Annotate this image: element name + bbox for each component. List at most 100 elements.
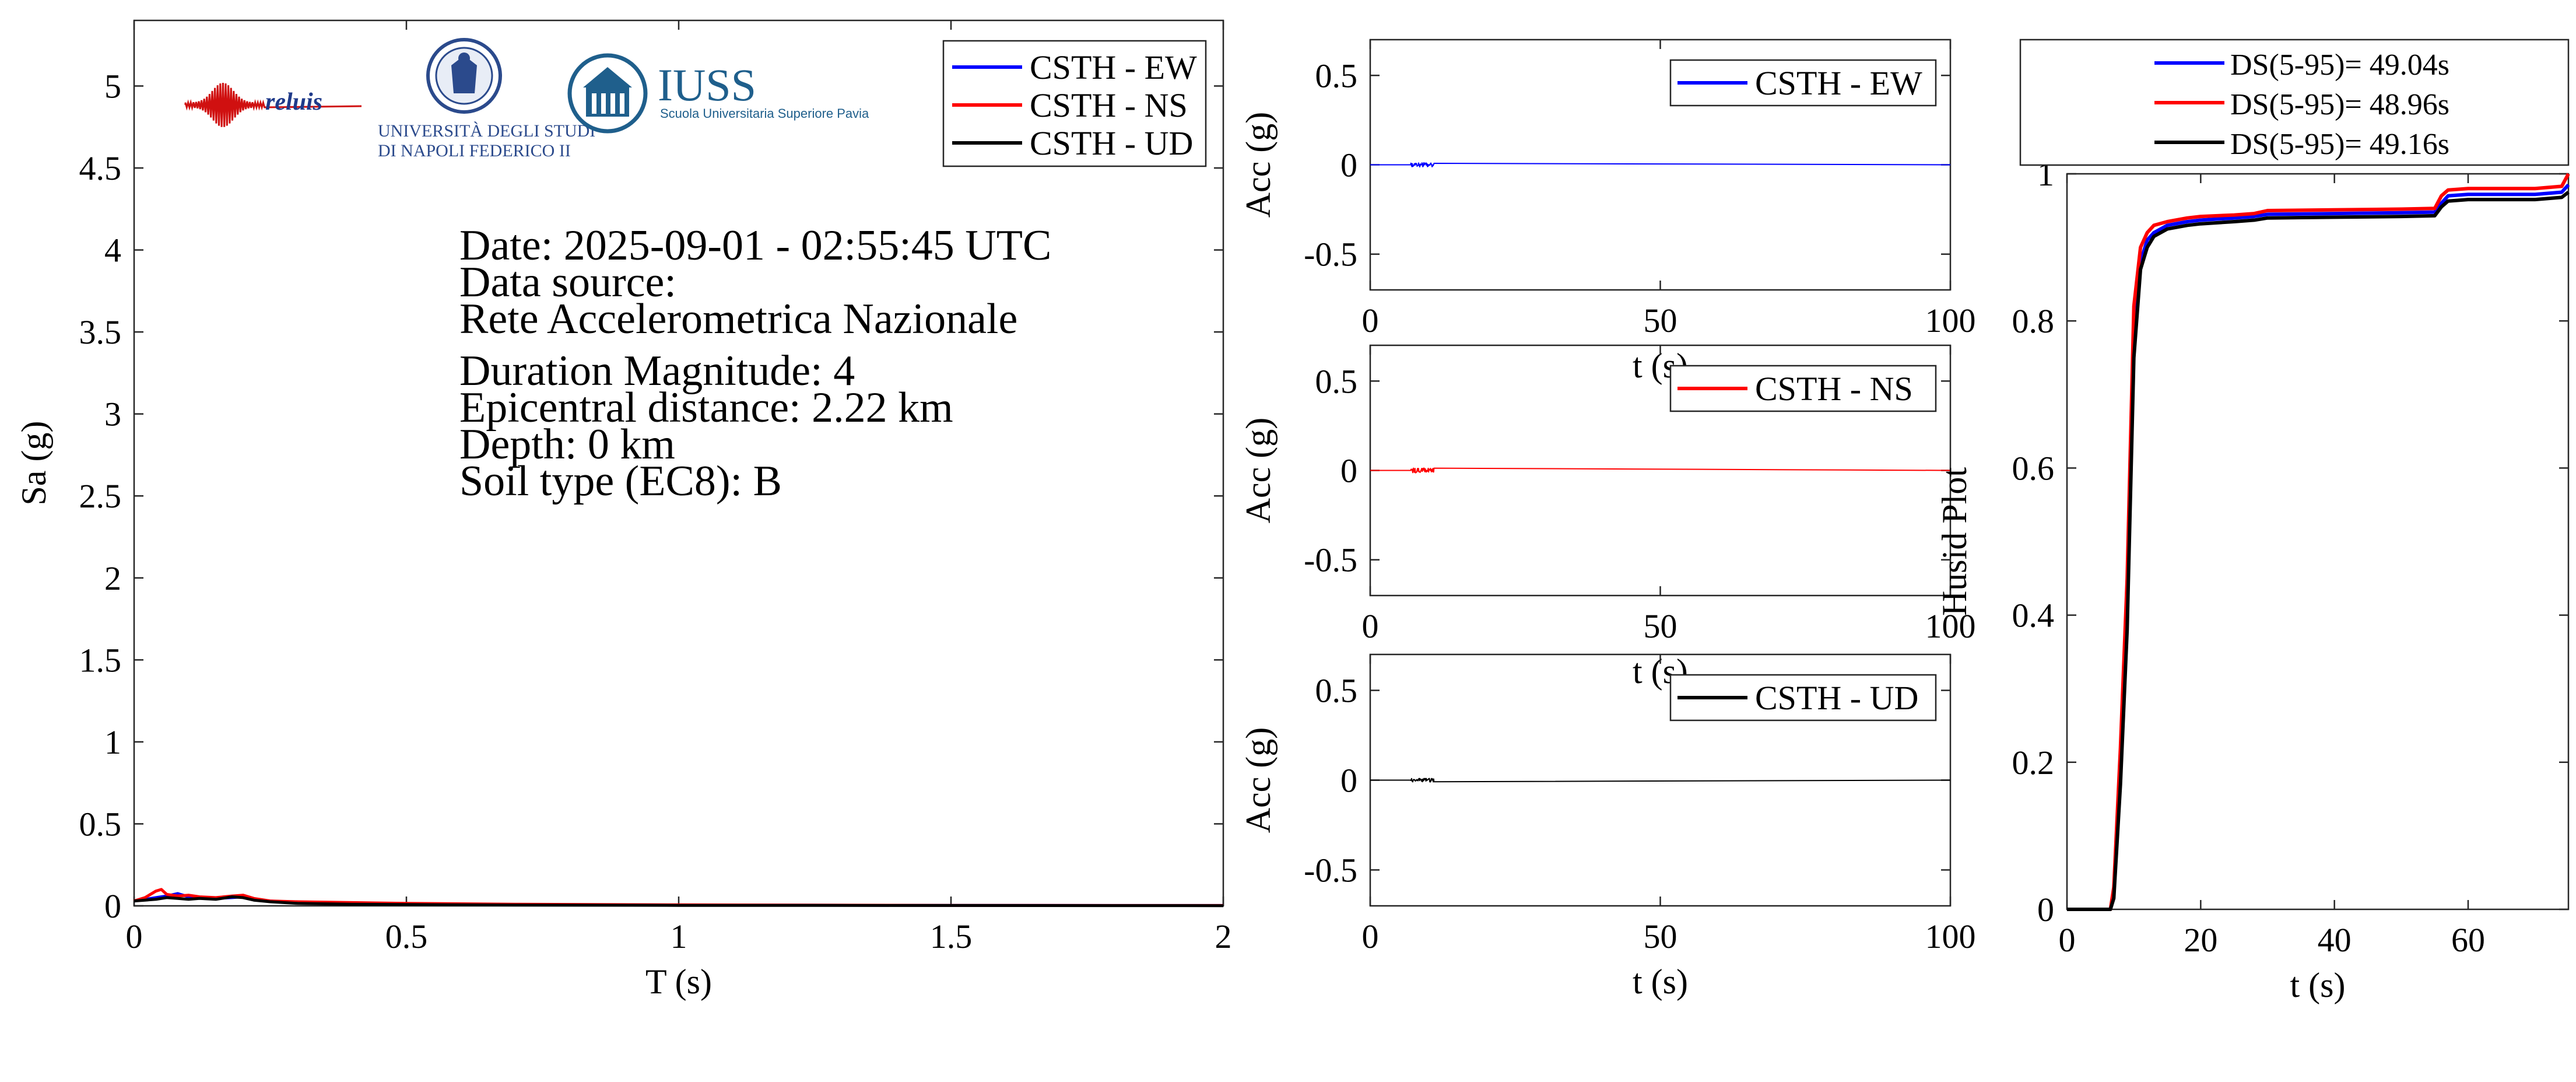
chart-acc_ew: 0 50 100-0.500.5t (s)Acc (g)CSTH - EW [1239,38,1976,385]
x-axis-label: t (s) [1633,962,1688,1001]
legend-label: DS(5-95)= 49.16s [2230,128,2449,161]
chart-acc_ns: 0 50 100-0.500.5t (s)Acc (g)CSTH - NS [1239,344,1976,691]
series-line [1370,162,1951,168]
y-tick-label: 0 [2037,891,2054,929]
y-tick-label: 3.5 [79,313,122,351]
x-tick-label: 60 [2451,921,2485,959]
legend-label: DS(5-95)= 48.96s [2230,88,2449,121]
seismogram-icon [184,82,362,127]
x-axis-label: T (s) [645,962,712,1001]
x-tick-label: 0.5 [385,918,428,955]
series-line [1370,467,1951,474]
legend-label: CSTH - EW [1030,48,1197,86]
y-tick-label: 0 [1340,452,1357,490]
series-line [2067,191,2570,911]
legend-label: CSTH - UD [1755,679,1918,717]
y-tick-label: -0.5 [1304,541,1357,579]
y-axis-label: Husid Plot [1935,467,1974,616]
y-tick-label: 0.6 [2012,449,2055,487]
event-distance: Epicentral distance: 2.22 km [459,384,953,432]
y-tick-label: 0.5 [79,805,122,843]
y-tick-label: 0.5 [1315,672,1358,710]
y-tick-label: 4 [104,232,121,269]
legend-label: CSTH - NS [1755,370,1913,408]
y-tick-label: 0.2 [2012,744,2055,782]
x-tick-label: 40 [2318,921,2352,959]
logo-iuss-subtitle: Scuola Universitaria Superiore Pavia [660,106,869,121]
x-tick-label: 2 [1215,918,1232,955]
y-tick-label: 2.5 [79,477,122,515]
logo-unina-line1: UNIVERSITÀ DEGLI STUDI [378,121,595,141]
series-line [1370,778,1951,783]
y-tick-label: 2 [104,559,121,597]
x-tick-label: 1.5 [930,918,973,955]
y-tick-label: 1 [104,723,121,761]
x-tick-label: 50 [1644,302,1677,339]
chart-acc_ud: 0 50 100-0.500.5t (s)Acc (g)CSTH - UD [1239,653,1976,1001]
legend-label: CSTH - EW [1755,64,1922,102]
x-tick-label: 100 [1925,918,1976,955]
unina-seal-icon [426,38,502,114]
iuss-building-icon [567,53,648,134]
x-tick-label: 100 [1925,607,1976,645]
legend-box [1669,59,1937,107]
legend-label: CSTH - NS [1030,86,1188,124]
x-axis-label: t (s) [2290,966,2346,1004]
legend-label: CSTH - UD [1030,124,1193,162]
x-tick-label: 50 [1644,918,1677,955]
event-source-label: Data source: [459,258,676,306]
legend: DS(5-95)= 49.04s DS(5-95)= 48.96s DS(5-95)… [2019,38,2570,166]
chart-spectrum: 0 0.5 1 1.5 2 0 0.5 1 1.5 2 2.5 3 3.5 4 4.5 5 T (s) Sa (g… [15,19,1232,1001]
y-tick-label: 0.4 [2012,597,2055,635]
logo-reluis-text: reluis [265,89,322,115]
x-tick-label: 0 [1362,302,1379,339]
logo-unina: UNIVERSITÀ DEGLI STUDI DI NAPOLI FEDERIC… [378,38,595,160]
event-depth: Depth: 0 km [459,421,675,468]
x-tick-label: 50 [1644,607,1677,645]
y-tick-label: 0 [1340,146,1357,184]
series-line [134,895,1224,908]
x-tick-label: 100 [1925,302,1976,339]
event-info: Date: 2025-09-01 - 02:55:45 UTC Data sou… [459,222,1051,505]
y-tick-label: 0.8 [2012,302,2055,340]
legend-label: DS(5-95)= 49.04s [2230,48,2449,82]
series-line [2067,173,2570,911]
y-tick-label: 1.5 [79,641,122,679]
y-axis-label: Acc (g) [1239,112,1278,218]
x-tick-label: 0 [1362,607,1379,645]
y-axis-label: Sa (g) [15,421,53,506]
y-tick-label: 5 [104,67,121,105]
seismogram-trace [184,82,362,127]
logo-iuss-name: IUSS [658,59,756,110]
legend: CSTH - EW [1669,59,1937,107]
event-date: Date: 2025-09-01 - 02:55:45 UTC [459,222,1051,269]
legend-box [2019,38,2570,166]
x-tick-label: 20 [2184,921,2217,959]
y-axis-label: Acc (g) [1239,727,1278,834]
plot-area [2066,173,2570,911]
logo-unina-line2: DI NAPOLI FEDERICO II [378,141,571,160]
x-tick-label: 0 [126,918,143,955]
series-line [2067,183,2570,911]
logo-reluis: reluis [184,82,362,127]
y-tick-label: 0.5 [1315,57,1358,94]
y-tick-label: 3 [104,395,121,433]
legend: CSTH - UD [1669,674,1937,722]
event-magnitude: Duration Magnitude: 4 [459,347,855,395]
event-source-name: Rete Accelerometrica Nazionale [459,295,1017,343]
x-tick-label: 0 [1362,918,1379,955]
legend: CSTH - NS [1669,365,1937,412]
x-tick-label: 0 [2059,921,2076,959]
y-tick-label: 0.5 [1315,362,1358,400]
y-tick-label: -0.5 [1304,236,1357,274]
x-tick-label: 1 [671,918,687,955]
y-tick-label: 0 [1340,762,1357,800]
event-soil: Soil type (EC8): B [459,457,782,505]
y-tick-label: 4.5 [79,149,122,187]
y-tick-label: 0 [104,887,121,925]
y-axis-label: Acc (g) [1239,418,1278,524]
logo-iuss: IUSS Scuola Universitaria Superiore Pavi… [567,53,869,134]
